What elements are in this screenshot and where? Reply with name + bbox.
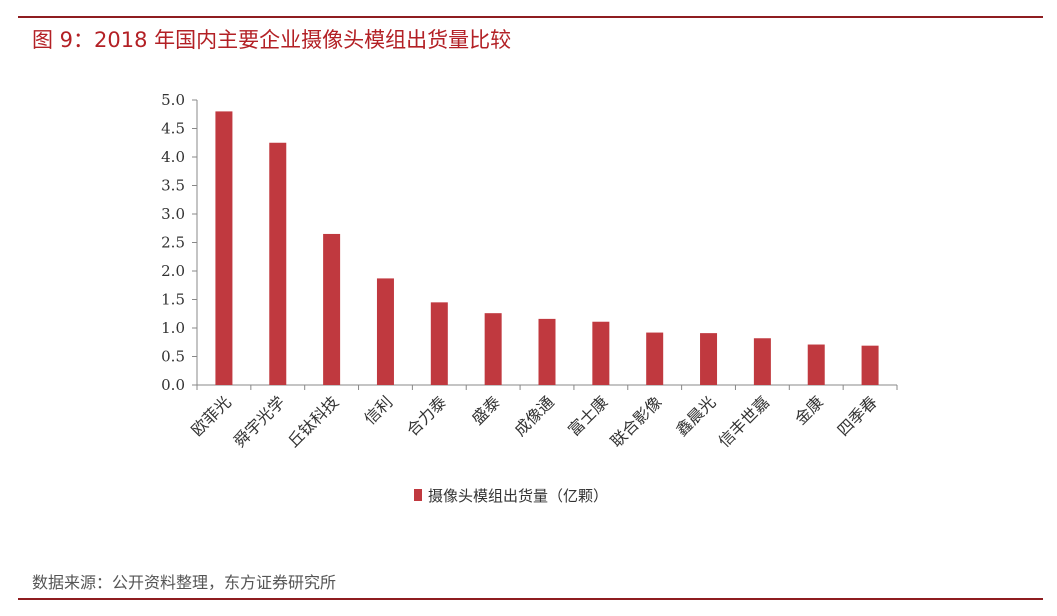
y-tick-label: 4.5 <box>161 120 185 138</box>
legend-swatch <box>414 489 422 501</box>
category-label: 富士康 <box>564 392 611 439</box>
bar-1 <box>215 111 233 386</box>
legend: 摄像头模组出货量（亿颗） <box>414 487 608 505</box>
category-label: 四季春 <box>834 392 881 439</box>
figure-title: 图 9：2018 年国内主要企业摄像头模组出货量比较 <box>32 28 512 52</box>
y-tick-label: 2.5 <box>161 234 185 252</box>
bar-6 <box>484 313 502 385</box>
y-tick-label: 0.0 <box>161 376 185 394</box>
bar-5 <box>430 302 448 385</box>
bar-4 <box>376 278 394 385</box>
y-tick-label: 1.0 <box>161 319 185 337</box>
y-tick-label: 1.5 <box>161 291 185 309</box>
bar-10 <box>700 333 718 385</box>
y-axis: 5.0 4.5 4.0 3.5 3.0 2.5 2.0 1.5 1.0 0.5 0.0 <box>161 91 198 394</box>
top-rule <box>18 16 1043 18</box>
y-tick-label: 5.0 <box>161 91 185 109</box>
category-label: 合力泰 <box>403 392 450 439</box>
bar-12 <box>807 344 825 385</box>
category-label: 金康 <box>791 392 827 428</box>
category-label: 信利 <box>360 392 396 428</box>
y-tick-label: 2.0 <box>161 262 185 280</box>
legend-label: 摄像头模组出货量（亿颗） <box>428 487 608 505</box>
bar-9 <box>646 332 664 385</box>
bars <box>215 111 879 386</box>
bar-8 <box>592 321 610 385</box>
bottom-rule <box>18 598 1043 600</box>
bar-13 <box>861 345 879 385</box>
category-label: 成像通 <box>510 392 557 439</box>
category-label: 丘钛科技 <box>284 392 343 451</box>
category-label: 联合影像 <box>607 392 666 451</box>
category-label: 欧菲光 <box>187 392 234 439</box>
x-axis <box>196 384 898 390</box>
category-label: 信丰世嘉 <box>715 392 774 451</box>
y-tick-label: 3.0 <box>161 205 185 223</box>
bar-2 <box>269 142 287 385</box>
y-tick-label: 4.0 <box>161 148 185 166</box>
category-label: 盛泰 <box>468 392 504 428</box>
bar-3 <box>323 233 341 385</box>
bar-11 <box>753 338 771 385</box>
category-label: 舜宇光学 <box>230 392 289 451</box>
y-tick-label: 3.5 <box>161 177 185 195</box>
category-label: 鑫晨光 <box>672 392 719 439</box>
y-tick-label: 0.5 <box>161 348 185 366</box>
bar-7 <box>538 318 556 385</box>
source-note: 数据来源：公开资料整理，东方证券研究所 <box>32 573 337 592</box>
